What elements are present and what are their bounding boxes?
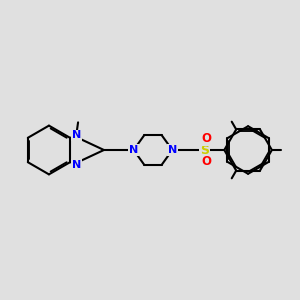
Text: O: O: [202, 132, 212, 145]
Text: N: N: [72, 130, 81, 140]
Text: N: N: [168, 145, 177, 155]
Text: N: N: [72, 160, 81, 170]
Text: O: O: [202, 155, 212, 168]
Text: N: N: [129, 145, 138, 155]
Text: S: S: [200, 143, 209, 157]
